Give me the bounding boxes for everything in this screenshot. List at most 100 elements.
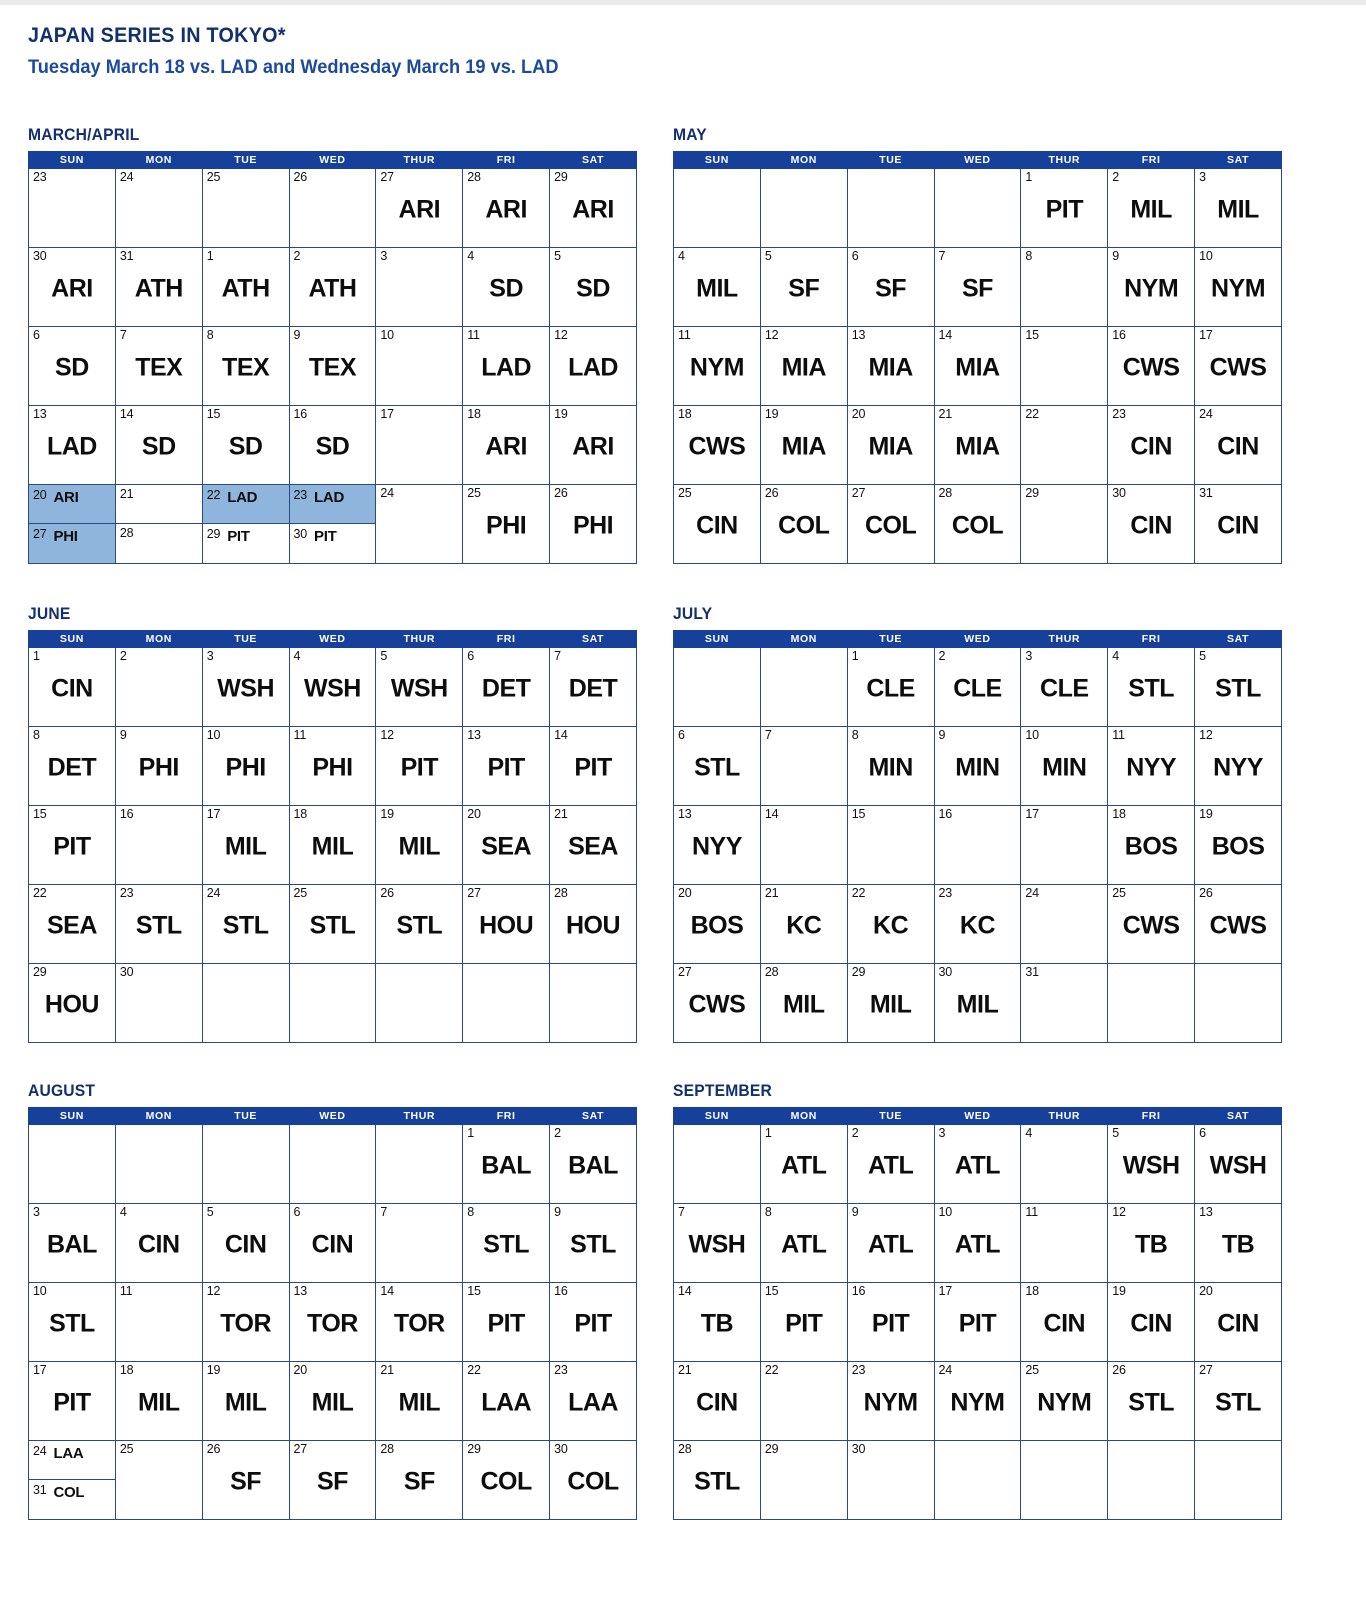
calendar-day-cell[interactable]: 10 NYM — [1194, 247, 1282, 327]
calendar-day-cell[interactable]: 24 — [375, 484, 464, 564]
calendar-day-cell[interactable]: 9 MIN — [933, 726, 1022, 806]
calendar-day-cell[interactable]: 14 TB — [673, 1282, 761, 1362]
calendar-day-cell[interactable]: 21 MIA — [933, 405, 1022, 485]
calendar-day-cell[interactable]: 13 TOR — [288, 1282, 377, 1362]
calendar-day-cell[interactable]: 1 ATL — [759, 1124, 848, 1204]
calendar-day-cell[interactable]: 24 NYM — [933, 1361, 1022, 1441]
calendar-day-cell[interactable]: 13 MIA — [846, 326, 935, 406]
calendar-day-top[interactable]: 22 LAD — [202, 485, 289, 524]
calendar-day-cell[interactable]: 26 PHI — [549, 484, 637, 564]
calendar-day-cell[interactable]: 22 — [759, 1361, 848, 1441]
calendar-day-cell[interactable]: 15 — [846, 805, 935, 885]
calendar-day-cell[interactable]: 11 — [114, 1282, 203, 1362]
calendar-day-cell[interactable]: 5 SD — [549, 247, 637, 327]
calendar-empty-cell[interactable] — [201, 1124, 290, 1204]
calendar-day-cell[interactable]: 1 CIN — [28, 647, 116, 727]
calendar-day-cell[interactable]: 22 SEA — [28, 884, 116, 964]
calendar-day-cell[interactable]: 26 COL — [759, 484, 848, 564]
calendar-day-cell[interactable]: 6 CIN — [288, 1203, 377, 1283]
calendar-day-cell[interactable]: 23 NYM — [846, 1361, 935, 1441]
calendar-day-cell[interactable]: 14 SD — [114, 405, 203, 485]
calendar-day-cell[interactable]: 6 STL — [673, 726, 761, 806]
calendar-day-cell[interactable]: 28 STL — [673, 1440, 761, 1520]
calendar-day-cell[interactable]: 29 HOU — [28, 963, 116, 1043]
calendar-day-cell[interactable]: 30 ARI — [28, 247, 116, 327]
calendar-day-cell[interactable]: 7 DET — [549, 647, 637, 727]
calendar-day-cell[interactable]: 28 COL — [933, 484, 1022, 564]
calendar-day-cell[interactable]: 10 — [375, 326, 464, 406]
calendar-day-cell[interactable]: 5 WSH — [1107, 1124, 1196, 1204]
calendar-day-bottom[interactable]: 27 PHI — [29, 524, 115, 563]
calendar-day-cell[interactable]: 26 STL — [1107, 1361, 1196, 1441]
calendar-day-cell[interactable]: 5 CIN — [201, 1203, 290, 1283]
calendar-day-cell[interactable]: 17 PIT — [28, 1361, 116, 1441]
calendar-day-cell[interactable]: 5 SF — [759, 247, 848, 327]
calendar-day-cell[interactable]: 28 HOU — [549, 884, 637, 964]
calendar-day-cell[interactable]: 4 CIN — [114, 1203, 203, 1283]
calendar-day-cell[interactable]: 23 — [28, 168, 116, 248]
calendar-day-cell[interactable]: 16 CWS — [1107, 326, 1196, 406]
calendar-day-top[interactable]: 24 LAA — [29, 1441, 115, 1480]
calendar-day-cell[interactable]: 25 PHI — [462, 484, 551, 564]
calendar-empty-cell[interactable] — [933, 168, 1022, 248]
calendar-empty-cell[interactable] — [288, 1124, 377, 1204]
calendar-day-cell[interactable]: 15 PIT — [759, 1282, 848, 1362]
calendar-day-cell[interactable]: 15 PIT — [28, 805, 116, 885]
calendar-empty-cell[interactable] — [759, 168, 848, 248]
calendar-day-cell[interactable]: 21 CIN — [673, 1361, 761, 1441]
calendar-empty-cell[interactable] — [114, 1124, 203, 1204]
calendar-day-cell[interactable]: 24 STL — [201, 884, 290, 964]
calendar-day-cell[interactable]: 6 DET — [462, 647, 551, 727]
calendar-day-cell[interactable]: 9 PHI — [114, 726, 203, 806]
calendar-day-cell[interactable]: 2 MIL — [1107, 168, 1196, 248]
calendar-day-cell[interactable]: 2 BAL — [549, 1124, 637, 1204]
calendar-day-cell[interactable]: 20 BOS — [673, 884, 761, 964]
calendar-day-cell[interactable]: 27 HOU — [462, 884, 551, 964]
calendar-day-cell[interactable]: 12 PIT — [375, 726, 464, 806]
calendar-empty-cell[interactable] — [673, 1124, 761, 1204]
calendar-day-cell[interactable]: 19 CIN — [1107, 1282, 1196, 1362]
calendar-empty-cell[interactable] — [1194, 1440, 1282, 1520]
calendar-day-cell[interactable]: 11 — [1020, 1203, 1109, 1283]
calendar-empty-cell[interactable] — [759, 647, 848, 727]
calendar-day-cell[interactable]: 25 — [201, 168, 290, 248]
calendar-day-cell[interactable]: 1 BAL — [462, 1124, 551, 1204]
calendar-day-cell[interactable]: 15 PIT — [462, 1282, 551, 1362]
calendar-day-cell[interactable]: 20 CIN — [1194, 1282, 1282, 1362]
calendar-day-cell[interactable]: 20 MIA — [846, 405, 935, 485]
calendar-day-cell[interactable]: 6 WSH — [1194, 1124, 1282, 1204]
calendar-day-top[interactable]: 21 — [115, 485, 202, 524]
calendar-day-top[interactable]: 23 LAD — [289, 485, 376, 524]
calendar-day-cell[interactable]: 20 MIL — [288, 1361, 377, 1441]
calendar-day-cell[interactable]: 27 STL — [1194, 1361, 1282, 1441]
calendar-day-cell[interactable]: 30 CIN — [1107, 484, 1196, 564]
calendar-day-cell[interactable]: 6 SF — [846, 247, 935, 327]
calendar-day-cell[interactable]: 30 — [846, 1440, 935, 1520]
calendar-day-cell[interactable]: 21 MIL — [375, 1361, 464, 1441]
calendar-day-cell[interactable]: 30 — [114, 963, 203, 1043]
calendar-day-cell[interactable]: 8 — [1020, 247, 1109, 327]
calendar-day-cell[interactable]: 12 LAD — [549, 326, 637, 406]
calendar-day-cell[interactable]: 3 BAL — [28, 1203, 116, 1283]
calendar-day-cell[interactable]: 11 PHI — [288, 726, 377, 806]
calendar-day-cell[interactable]: 23 KC — [933, 884, 1022, 964]
calendar-day-cell-split[interactable]: 21 28 — [114, 484, 203, 564]
calendar-day-cell[interactable]: 29 MIL — [846, 963, 935, 1043]
calendar-day-cell[interactable]: 5 STL — [1194, 647, 1282, 727]
calendar-day-cell[interactable]: 15 SD — [201, 405, 290, 485]
calendar-day-cell[interactable]: 4 WSH — [288, 647, 377, 727]
calendar-day-cell[interactable]: 28 MIL — [759, 963, 848, 1043]
calendar-day-cell[interactable]: 9 ATL — [846, 1203, 935, 1283]
calendar-day-cell[interactable]: 4 STL — [1107, 647, 1196, 727]
calendar-day-cell[interactable]: 18 MIL — [114, 1361, 203, 1441]
calendar-day-cell[interactable]: 6 SD — [28, 326, 116, 406]
calendar-day-cell[interactable]: 10 MIN — [1020, 726, 1109, 806]
calendar-day-cell[interactable]: 11 NYM — [673, 326, 761, 406]
calendar-day-cell[interactable]: 18 CWS — [673, 405, 761, 485]
calendar-day-cell[interactable]: 14 PIT — [549, 726, 637, 806]
calendar-day-cell[interactable]: 16 PIT — [846, 1282, 935, 1362]
calendar-day-cell[interactable]: 16 SD — [288, 405, 377, 485]
calendar-empty-cell[interactable] — [28, 1124, 116, 1204]
calendar-empty-cell[interactable] — [375, 963, 464, 1043]
calendar-day-cell[interactable]: 10 PHI — [201, 726, 290, 806]
